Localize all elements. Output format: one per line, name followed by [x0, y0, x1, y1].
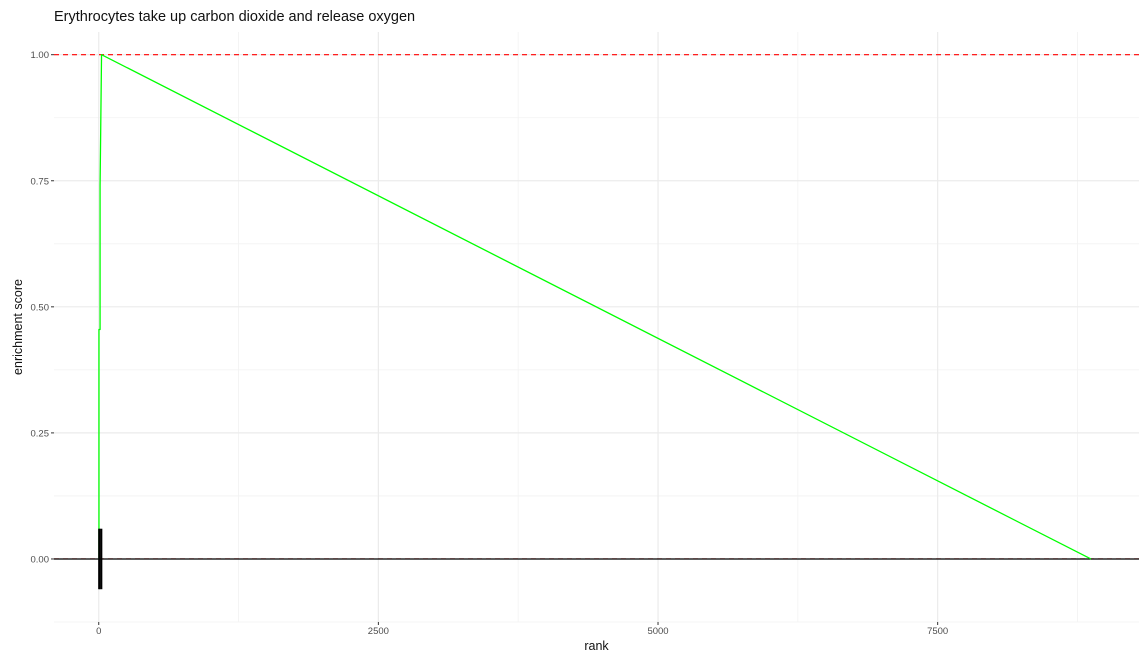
y-tick-label: 0.75: [31, 176, 50, 187]
x-tick-label: 7500: [927, 626, 948, 637]
minor-grid: [54, 32, 1139, 623]
x-tick-label: 0: [96, 626, 101, 637]
y-tick-label: 0.50: [31, 302, 50, 313]
y-tick-label: 0.25: [31, 428, 50, 439]
y-tick-label: 1.00: [31, 50, 50, 61]
axes: 0.00 0.25 0.50 0.75 1.00 0 2500 5000 7500: [31, 50, 949, 637]
x-tick-label: 2500: [368, 626, 389, 637]
y-tick-label: 0.00: [31, 554, 50, 565]
x-tick-label: 5000: [647, 626, 668, 637]
y-axis-title: enrichment score: [11, 279, 25, 375]
x-axis-title: rank: [584, 639, 609, 653]
major-grid: [54, 32, 1139, 622]
reference-lines: [54, 54, 1139, 560]
gene-hit-marks: [98, 528, 103, 590]
chart-title: Erythrocytes take up carbon dioxide and …: [54, 9, 416, 25]
